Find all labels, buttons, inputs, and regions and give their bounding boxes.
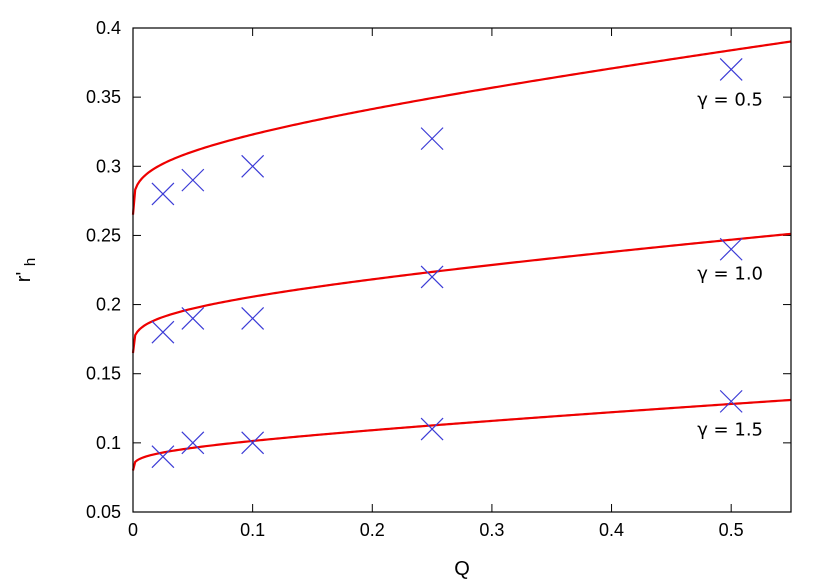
series-curve (131, 232, 792, 354)
data-point-marker (151, 445, 175, 469)
data-point-marker (241, 431, 265, 455)
x-tick-label: 0.1 (240, 520, 265, 540)
y-tick-label: 0.3 (96, 156, 121, 176)
y-tick-label: 0.1 (96, 433, 121, 453)
data-point-marker (241, 154, 265, 178)
data-point-marker (420, 127, 444, 151)
y-axis-label-main: r' (13, 272, 35, 282)
series-annotation: γ = 1.0 (697, 263, 763, 284)
y-tick-label: 0.4 (96, 18, 121, 38)
x-axis-label: Q (454, 558, 470, 580)
y-tick-label: 0.15 (86, 364, 121, 384)
data-point-marker (181, 168, 205, 192)
plot-frame (132, 27, 792, 513)
y-tick-label: 0.2 (96, 295, 121, 315)
data-point-marker (719, 58, 743, 81)
y-axis-label-sub: h (22, 258, 39, 266)
markers-layer (151, 58, 743, 469)
series-curve (131, 398, 792, 471)
labels-layer: Q r' h γ = 0.5 γ = 1.0 γ = 1.5 (13, 89, 763, 580)
data-point-marker (719, 389, 743, 413)
series-curve (131, 40, 792, 215)
data-point-marker (181, 306, 205, 330)
data-point-marker (151, 320, 175, 344)
x-tick-label: 0.2 (360, 520, 385, 540)
y-tick-label: 0.35 (86, 87, 121, 107)
ticks-layer: 0 0.1 0.2 0.3 0.4 0.5 0.05 0.1 0.15 0.2 0.25 0.3 0.3… (86, 18, 791, 540)
x-tick-label: 0 (128, 520, 138, 540)
y-tick-label: 0.05 (86, 502, 121, 522)
data-point-marker (420, 417, 444, 441)
series-annotation: γ = 1.5 (697, 419, 763, 440)
y-axis-label: r' h (13, 258, 39, 282)
y-tick-label: 0.25 (86, 225, 121, 245)
x-tick-label: 0.3 (479, 520, 504, 540)
curves-layer (131, 40, 792, 471)
data-point-marker (151, 182, 175, 206)
data-point-marker (241, 306, 265, 330)
x-tick-label: 0.4 (599, 520, 624, 540)
data-point-marker (719, 237, 743, 261)
x-tick-label: 0.5 (719, 520, 744, 540)
data-point-marker (420, 265, 444, 289)
data-point-marker (181, 431, 205, 455)
series-annotation: γ = 0.5 (697, 89, 763, 110)
